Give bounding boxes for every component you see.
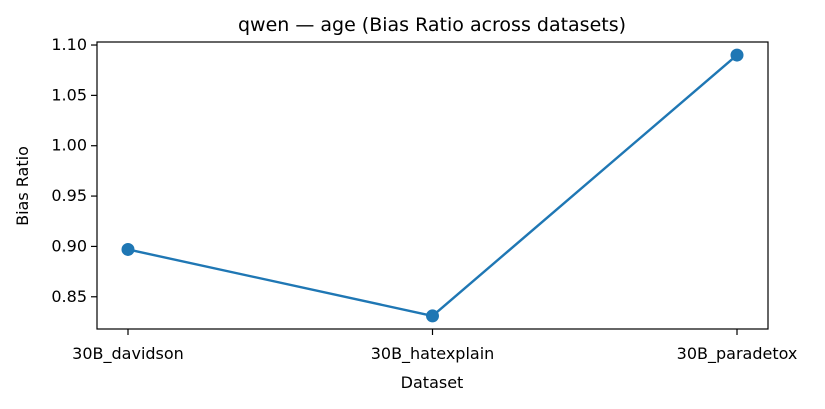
x-axis: 30B_davidson 30B_hatexplain 30B_paradetox bbox=[72, 329, 797, 364]
data-point bbox=[426, 309, 439, 323]
y-axis: 0.85 0.90 0.95 1.00 1.05 1.10 bbox=[51, 35, 97, 306]
plot-area bbox=[96, 41, 769, 330]
x-tick-label: 30B_hatexplain bbox=[371, 344, 495, 364]
data-point bbox=[121, 242, 135, 256]
y-tick-label: 0.95 bbox=[51, 186, 87, 205]
x-tick-label: 30B_davidson bbox=[72, 344, 184, 364]
y-tick-label: 0.90 bbox=[51, 236, 87, 255]
y-tick-label: 1.10 bbox=[51, 35, 87, 54]
x-axis-label: Dataset bbox=[401, 373, 464, 392]
y-axis-label: Bias Ratio bbox=[13, 146, 32, 226]
data-point bbox=[730, 48, 744, 62]
y-tick-label: 1.05 bbox=[51, 85, 87, 104]
y-tick-label: 1.00 bbox=[51, 136, 87, 155]
plot-frame bbox=[96, 41, 769, 330]
y-tick-label: 0.85 bbox=[51, 287, 87, 306]
chart-title: qwen — age (Bias Ratio across datasets) bbox=[238, 14, 626, 36]
x-tick-label: 30B_paradetox bbox=[677, 344, 798, 364]
series-line bbox=[126, 53, 739, 318]
series-layer bbox=[121, 48, 744, 323]
